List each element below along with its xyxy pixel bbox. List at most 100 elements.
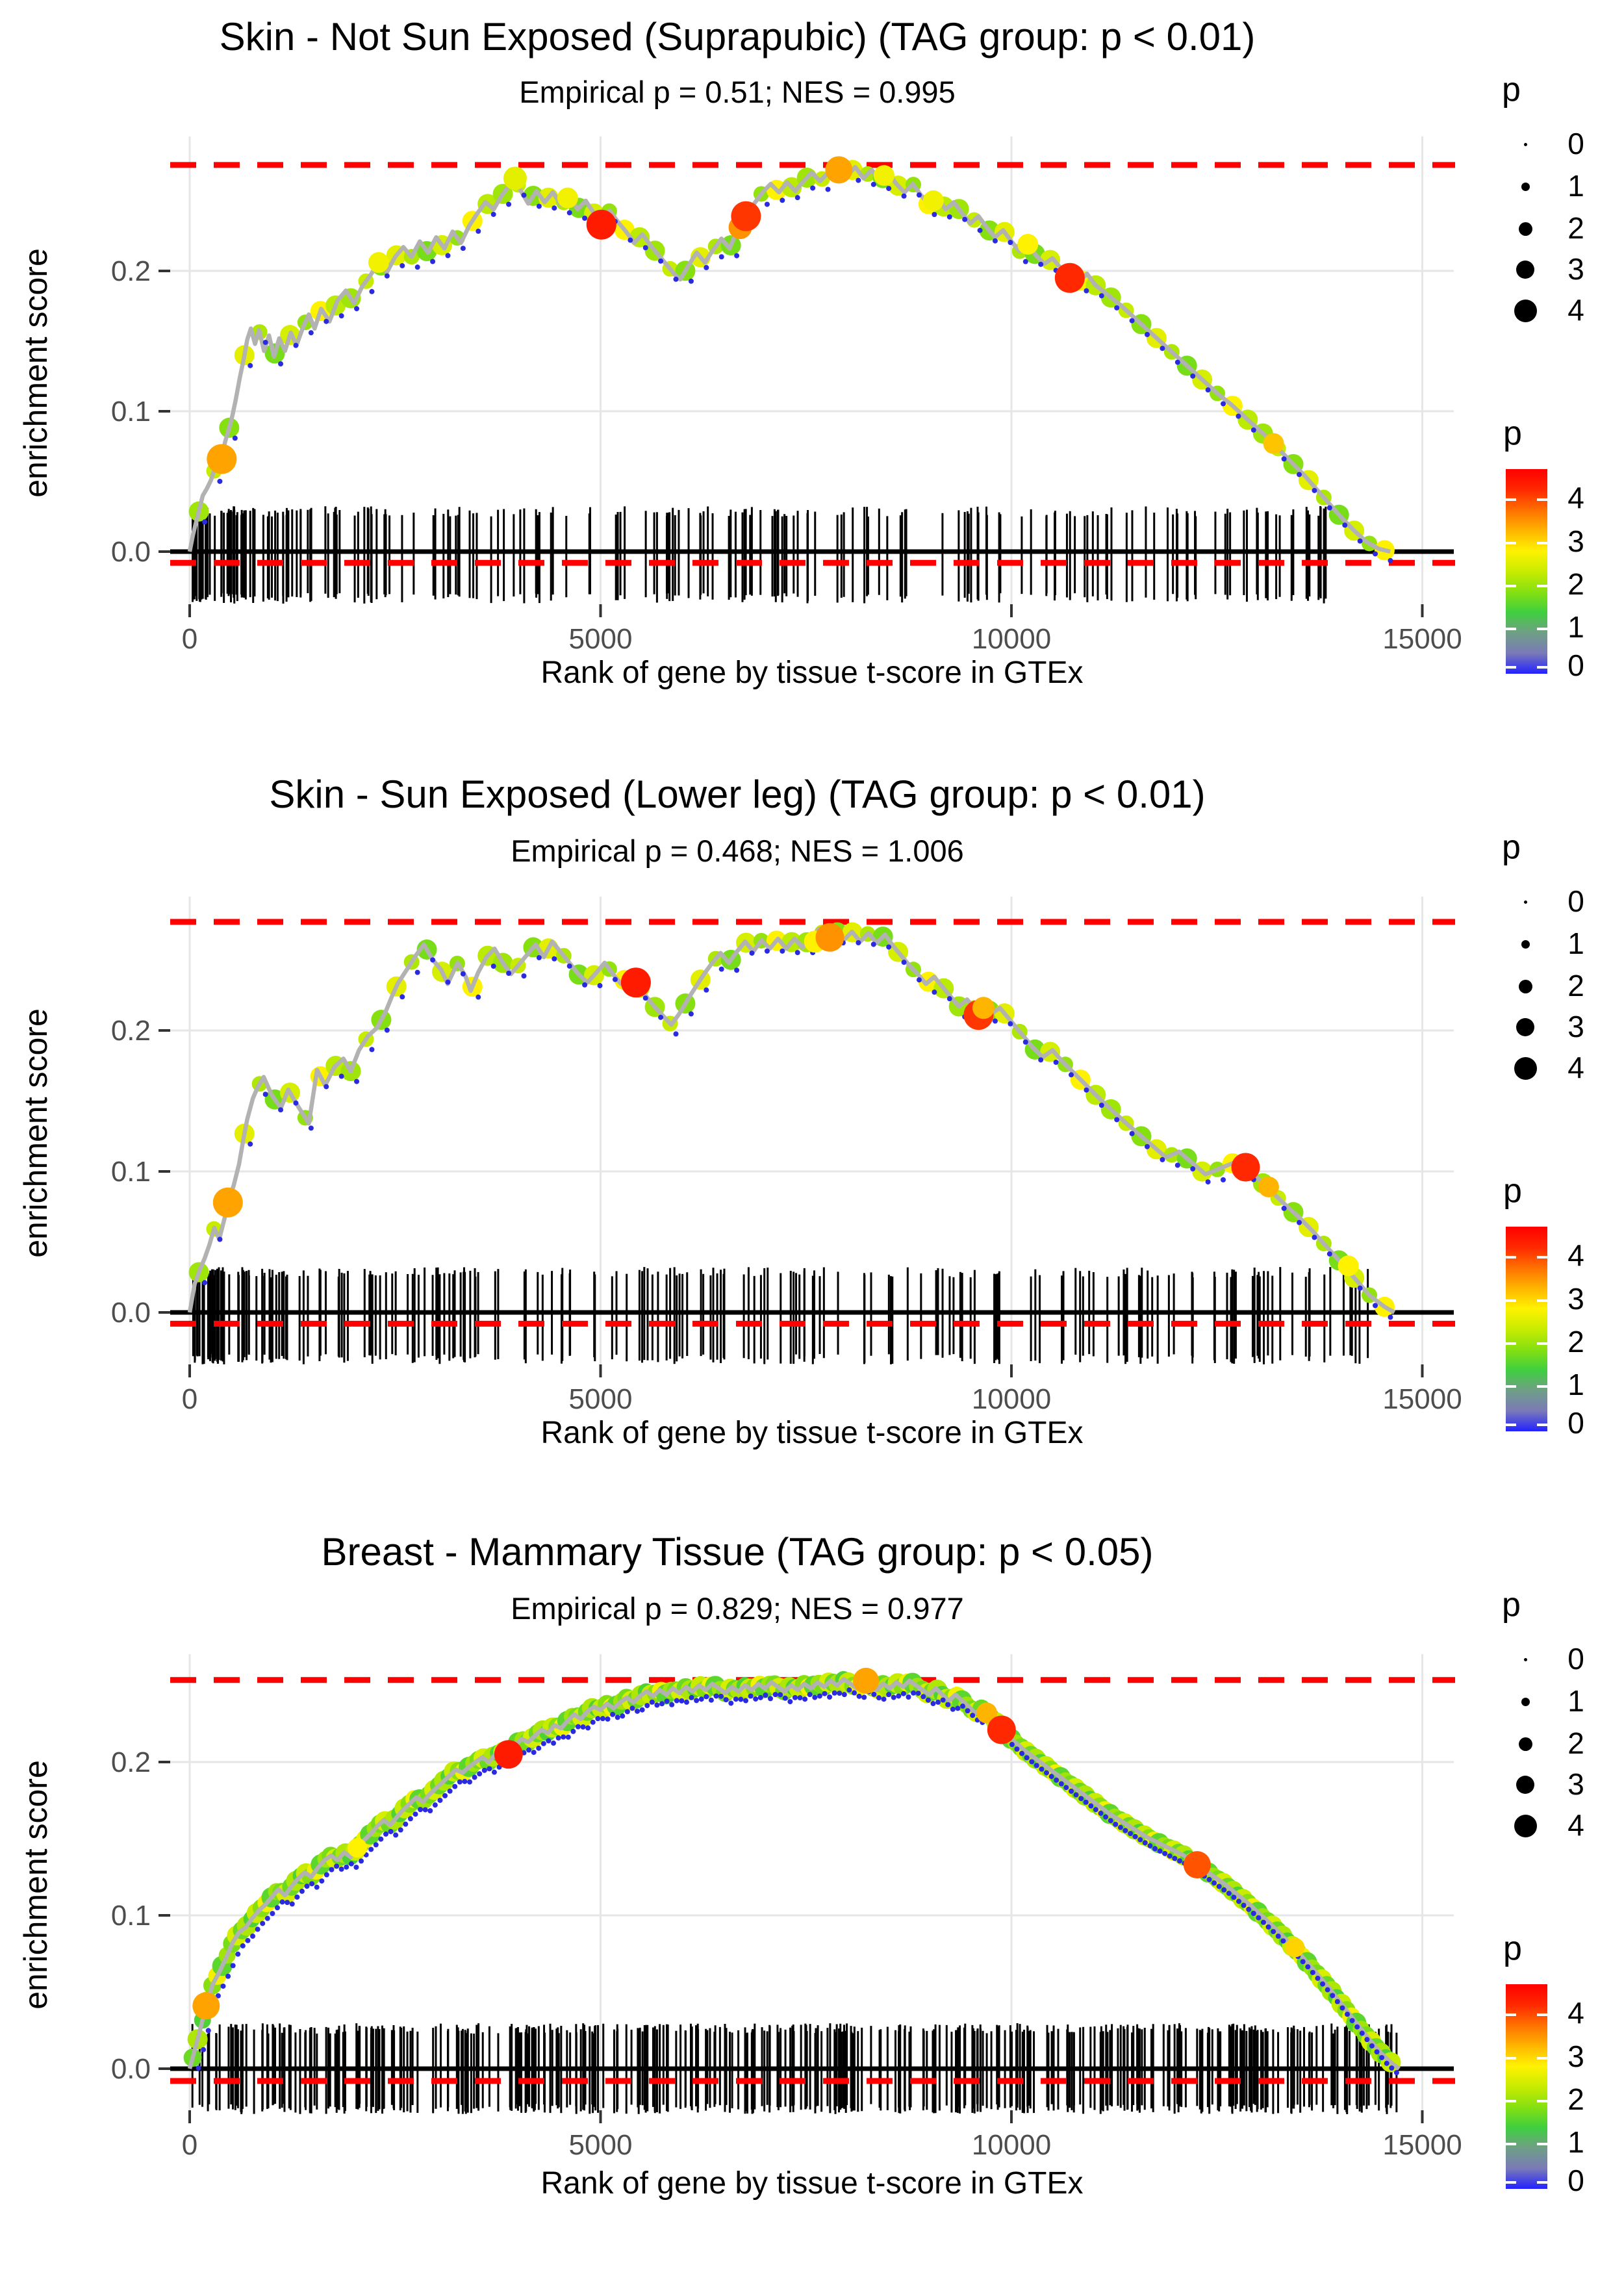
zero-p-dot: [925, 1697, 931, 1703]
zero-p-dot: [629, 1706, 635, 1711]
zero-p-dot: [1103, 1814, 1109, 1820]
zero-p-dot: [255, 1926, 260, 1932]
size-legend-label: 3: [1567, 1767, 1584, 1801]
zero-p-dot: [635, 1708, 641, 1714]
zero-p-dot: [1250, 1911, 1256, 1917]
zero-p-dot: [846, 1687, 852, 1693]
zero-p-dot: [827, 1694, 833, 1700]
zero-p-dot: [467, 1779, 473, 1785]
zero-p-dot: [344, 1864, 349, 1870]
highlight-gene-dot: [987, 1715, 1016, 1744]
zero-p-dot: [555, 1735, 561, 1741]
zero-p-dot: [1088, 1803, 1094, 1809]
zero-p-dot: [1221, 1887, 1227, 1893]
zero-p-dot: [992, 238, 998, 244]
zero-p-dot: [743, 1698, 749, 1704]
zero-p-dot: [871, 1691, 877, 1697]
zero-p-dot: [810, 185, 816, 191]
size-legend-label: 4: [1567, 1051, 1584, 1084]
zero-p-dot: [1098, 1103, 1104, 1108]
zero-p-dot: [780, 948, 785, 954]
zero-p-dot: [1326, 1251, 1332, 1257]
zero-p-dot: [1044, 1770, 1050, 1776]
size-legend-dot-4: [1514, 1814, 1537, 1837]
panel3-x-axis-title: Rank of gene by tissue t-score in GTEx: [540, 2166, 1084, 2201]
highlight-gene-dot: [815, 923, 844, 952]
zero-p-dot: [536, 955, 542, 961]
zero-p-dot: [870, 941, 876, 947]
zero-p-dot: [279, 1899, 285, 1905]
x-tick-label: 15000: [1382, 2129, 1462, 2161]
zero-p-dot: [870, 181, 876, 187]
zero-p-dot: [245, 1937, 251, 1943]
zero-p-dot: [1241, 1902, 1247, 1908]
zero-p-dot: [822, 1691, 828, 1696]
size-legend-dot-2: [1518, 979, 1532, 993]
zero-p-dot: [1098, 293, 1104, 299]
zero-p-dot: [932, 990, 937, 995]
zero-p-dot: [506, 971, 512, 977]
zero-p-dot: [1022, 1039, 1028, 1045]
zero-p-dot: [427, 1808, 433, 1813]
zero-p-dot: [772, 1692, 778, 1698]
zero-p-dot: [881, 1696, 887, 1702]
zero-p-dot: [373, 1842, 379, 1848]
colorbar-tick-mark: [1537, 1256, 1547, 1258]
zero-p-dot: [649, 1699, 655, 1705]
zero-p-dot: [319, 1878, 325, 1884]
size-legend-dot-3: [1516, 1018, 1534, 1036]
zero-p-dot: [1297, 1220, 1302, 1225]
zero-p-dot: [329, 1867, 335, 1872]
color-legend-title: p: [1503, 415, 1522, 452]
x-tick-label: 0: [182, 1383, 197, 1415]
zero-p-dot: [945, 1702, 951, 1707]
zero-p-dot: [1068, 1788, 1074, 1794]
zero-p-dot: [1281, 456, 1287, 462]
zero-p-dot: [353, 1864, 359, 1870]
zero-p-dot: [825, 186, 831, 192]
size-legend-label: 0: [1567, 127, 1584, 160]
colorbar-tick-mark: [1537, 498, 1547, 501]
panel1-title: Skin - Not Sun Exposed (Suprapubic) (TAG…: [219, 15, 1256, 58]
highlight-gene-dot: [1258, 1176, 1279, 1197]
x-tick-label: 5000: [569, 1383, 633, 1415]
zero-p-dot: [1364, 2037, 1370, 2043]
zero-p-dot: [1205, 1179, 1211, 1185]
x-tick-label: 10000: [972, 1383, 1051, 1415]
zero-p-dot: [1009, 1742, 1015, 1748]
colorbar-tick-mark: [1537, 1342, 1547, 1345]
zero-p-dot: [262, 1092, 268, 1097]
zero-p-dot: [1206, 1876, 1212, 1882]
zero-p-dot: [240, 1943, 246, 1948]
highlight-gene-dot: [976, 1702, 998, 1724]
size-legend-label: 3: [1567, 1010, 1584, 1043]
zero-p-dot: [767, 1696, 773, 1702]
zero-p-dot: [1129, 1131, 1135, 1136]
zero-p-dot: [1260, 1919, 1266, 1925]
y-tick-label: 0.0: [111, 2053, 151, 2085]
zero-p-dot: [688, 1011, 694, 1017]
zero-p-dot: [278, 361, 284, 367]
highlight-gene-dot: [972, 997, 995, 1019]
zero-p-dot: [418, 1807, 424, 1813]
colorbar-label: 4: [1567, 1996, 1584, 2030]
zero-p-dot: [856, 940, 861, 946]
highlight-gene-dot: [1231, 1153, 1260, 1182]
size-legend-dot-1: [1521, 1697, 1530, 1706]
zero-p-dot: [1093, 1807, 1098, 1813]
zero-p-dot: [659, 1701, 665, 1707]
zero-p-dot: [294, 1894, 300, 1900]
zero-p-dot: [1265, 1924, 1271, 1930]
size-legend-dot-3: [1516, 261, 1534, 279]
size-legend-label: 0: [1567, 1642, 1584, 1676]
zero-p-dot: [561, 1734, 566, 1740]
panel2-plot-area: 0.0 0.1 0.2 0 5000 10000 15000: [111, 897, 1462, 1415]
size-legend-dot-0: [1523, 1657, 1527, 1661]
zero-p-dot: [628, 237, 633, 243]
zero-p-dot: [368, 1846, 374, 1852]
colorbar-label: 2: [1567, 1325, 1584, 1359]
zero-p-dot: [658, 1014, 664, 1020]
zero-p-dot: [432, 1802, 438, 1808]
zero-p-dot: [1393, 2070, 1399, 2076]
zero-p-dot: [565, 1734, 571, 1740]
